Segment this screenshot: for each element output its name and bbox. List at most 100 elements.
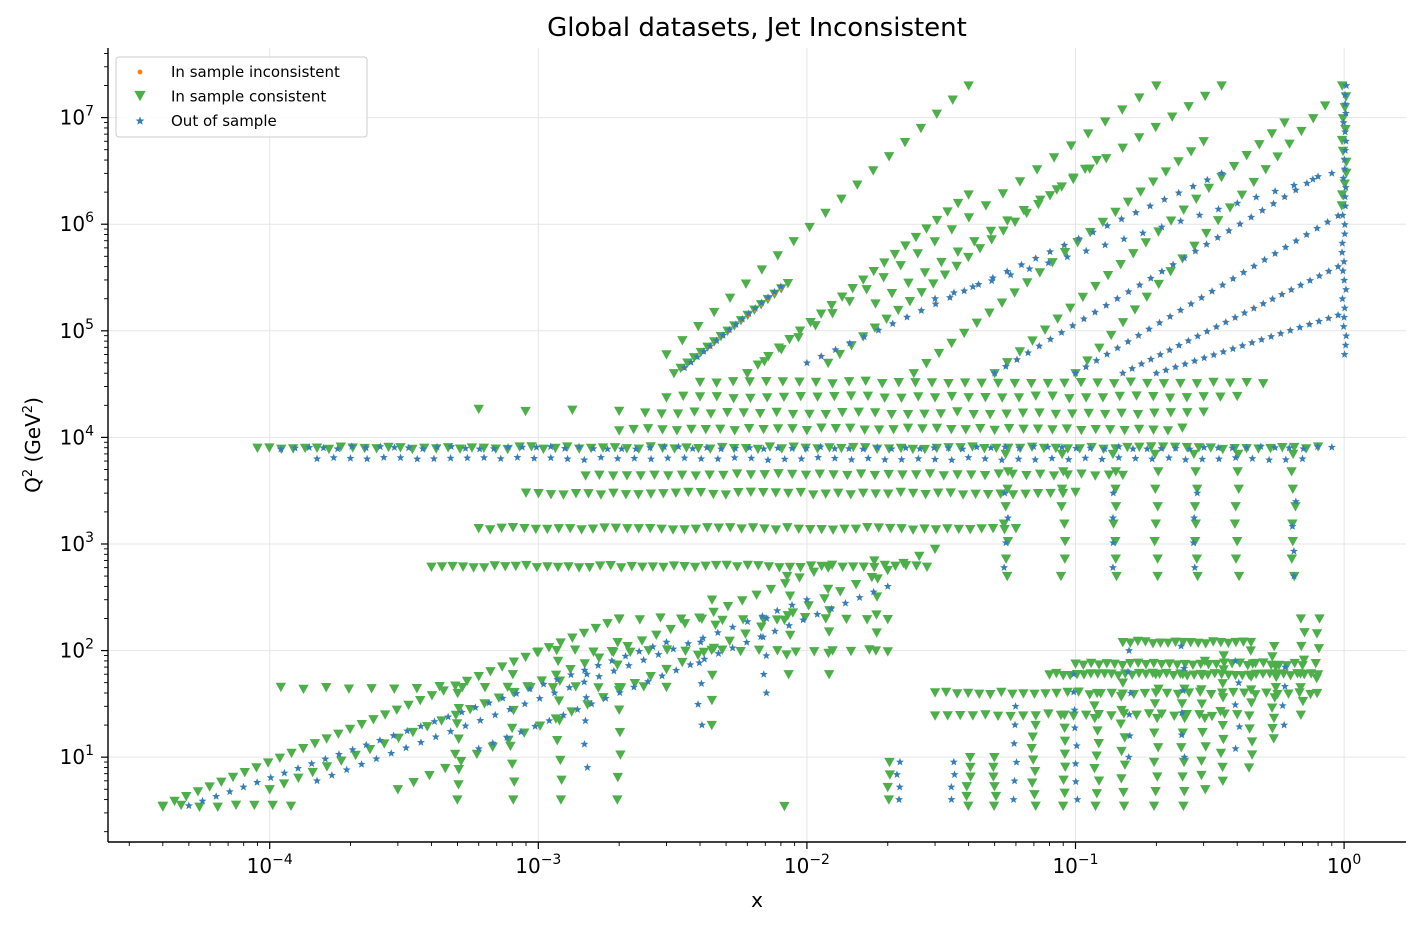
data-point [730, 453, 739, 462]
data-point [799, 613, 811, 623]
data-point [1193, 331, 1202, 340]
data-point [1157, 267, 1166, 275]
data-point [895, 261, 906, 271]
data-point [830, 423, 841, 434]
data-point [590, 623, 601, 634]
data-point [717, 442, 728, 453]
data-point [883, 152, 895, 162]
data-point [881, 314, 892, 324]
data-point [493, 693, 505, 703]
data-point [635, 647, 644, 655]
data-point [570, 682, 581, 692]
data-point [580, 739, 589, 748]
data-point [450, 710, 462, 721]
data-point [1232, 467, 1243, 477]
data-point [1188, 670, 1200, 680]
data-point [1278, 701, 1287, 710]
data-point [974, 280, 983, 288]
data-point [1224, 226, 1233, 235]
data-point [816, 524, 827, 535]
data-point [1342, 81, 1351, 89]
data-point [1027, 778, 1038, 788]
data-point [1281, 662, 1290, 671]
data-point [949, 288, 958, 297]
data-point [539, 680, 548, 688]
data-point [496, 454, 505, 463]
data-point [647, 562, 659, 572]
data-point [804, 409, 815, 420]
data-point [1070, 659, 1081, 669]
data-point [573, 563, 585, 573]
data-point [713, 454, 722, 463]
data-point [603, 444, 612, 453]
data-point [1311, 629, 1323, 639]
data-point [1177, 670, 1188, 680]
data-point [552, 735, 563, 746]
data-point [1089, 764, 1100, 774]
data-point [602, 619, 613, 629]
data-point [1327, 443, 1336, 451]
data-point [436, 562, 448, 572]
data-point [1058, 775, 1069, 785]
data-point [1287, 285, 1296, 294]
data-point [996, 298, 1008, 308]
data-point [498, 694, 507, 702]
data-point [706, 595, 718, 605]
data-point [1148, 757, 1160, 768]
data-point [980, 393, 991, 403]
data-point [392, 785, 404, 795]
data-point [573, 705, 582, 713]
data-point [1341, 90, 1350, 99]
data-point [1313, 224, 1322, 232]
data-point [870, 299, 881, 309]
data-point [225, 787, 234, 796]
data-point [816, 423, 827, 433]
data-point [1110, 467, 1122, 477]
series-out-of-sample [184, 81, 1351, 810]
data-point [992, 378, 1004, 389]
data-point [963, 81, 974, 91]
data-point [1160, 195, 1169, 203]
data-point [1093, 776, 1105, 786]
data-point [1059, 378, 1070, 388]
data-point [1018, 205, 1030, 216]
data-point [1271, 672, 1282, 683]
data-point [1146, 201, 1155, 210]
data-point [411, 684, 423, 694]
data-point [1071, 777, 1080, 786]
data-point [1240, 308, 1249, 317]
data-point [1231, 744, 1240, 753]
data-point [1218, 734, 1229, 745]
data-point [335, 442, 347, 452]
data-point [1280, 720, 1289, 729]
data-point [1056, 484, 1068, 495]
data-point [1060, 241, 1069, 249]
data-point [855, 469, 867, 479]
data-point [1174, 341, 1183, 349]
data-point [1200, 785, 1211, 795]
data-point [1177, 641, 1186, 650]
data-point [689, 562, 701, 573]
data-point [1046, 247, 1055, 256]
data-point [871, 610, 882, 620]
x-tick-label: 100 [1327, 852, 1361, 878]
data-point [759, 444, 768, 453]
data-point [601, 694, 610, 702]
data-point [882, 615, 893, 625]
data-point [542, 562, 553, 572]
data-point [1059, 723, 1070, 733]
data-point [1183, 102, 1194, 112]
data-point [888, 425, 899, 435]
data-point [502, 682, 513, 693]
data-point [1150, 122, 1161, 133]
data-point [745, 393, 756, 404]
data-point [779, 801, 790, 812]
data-point [1246, 698, 1257, 708]
data-point [947, 782, 956, 791]
y-tick-label-base: 10 [60, 425, 85, 449]
data-point [1215, 637, 1227, 648]
data-point [864, 454, 873, 462]
data-point [1340, 229, 1349, 238]
data-point [688, 444, 697, 453]
data-point [1181, 442, 1193, 453]
